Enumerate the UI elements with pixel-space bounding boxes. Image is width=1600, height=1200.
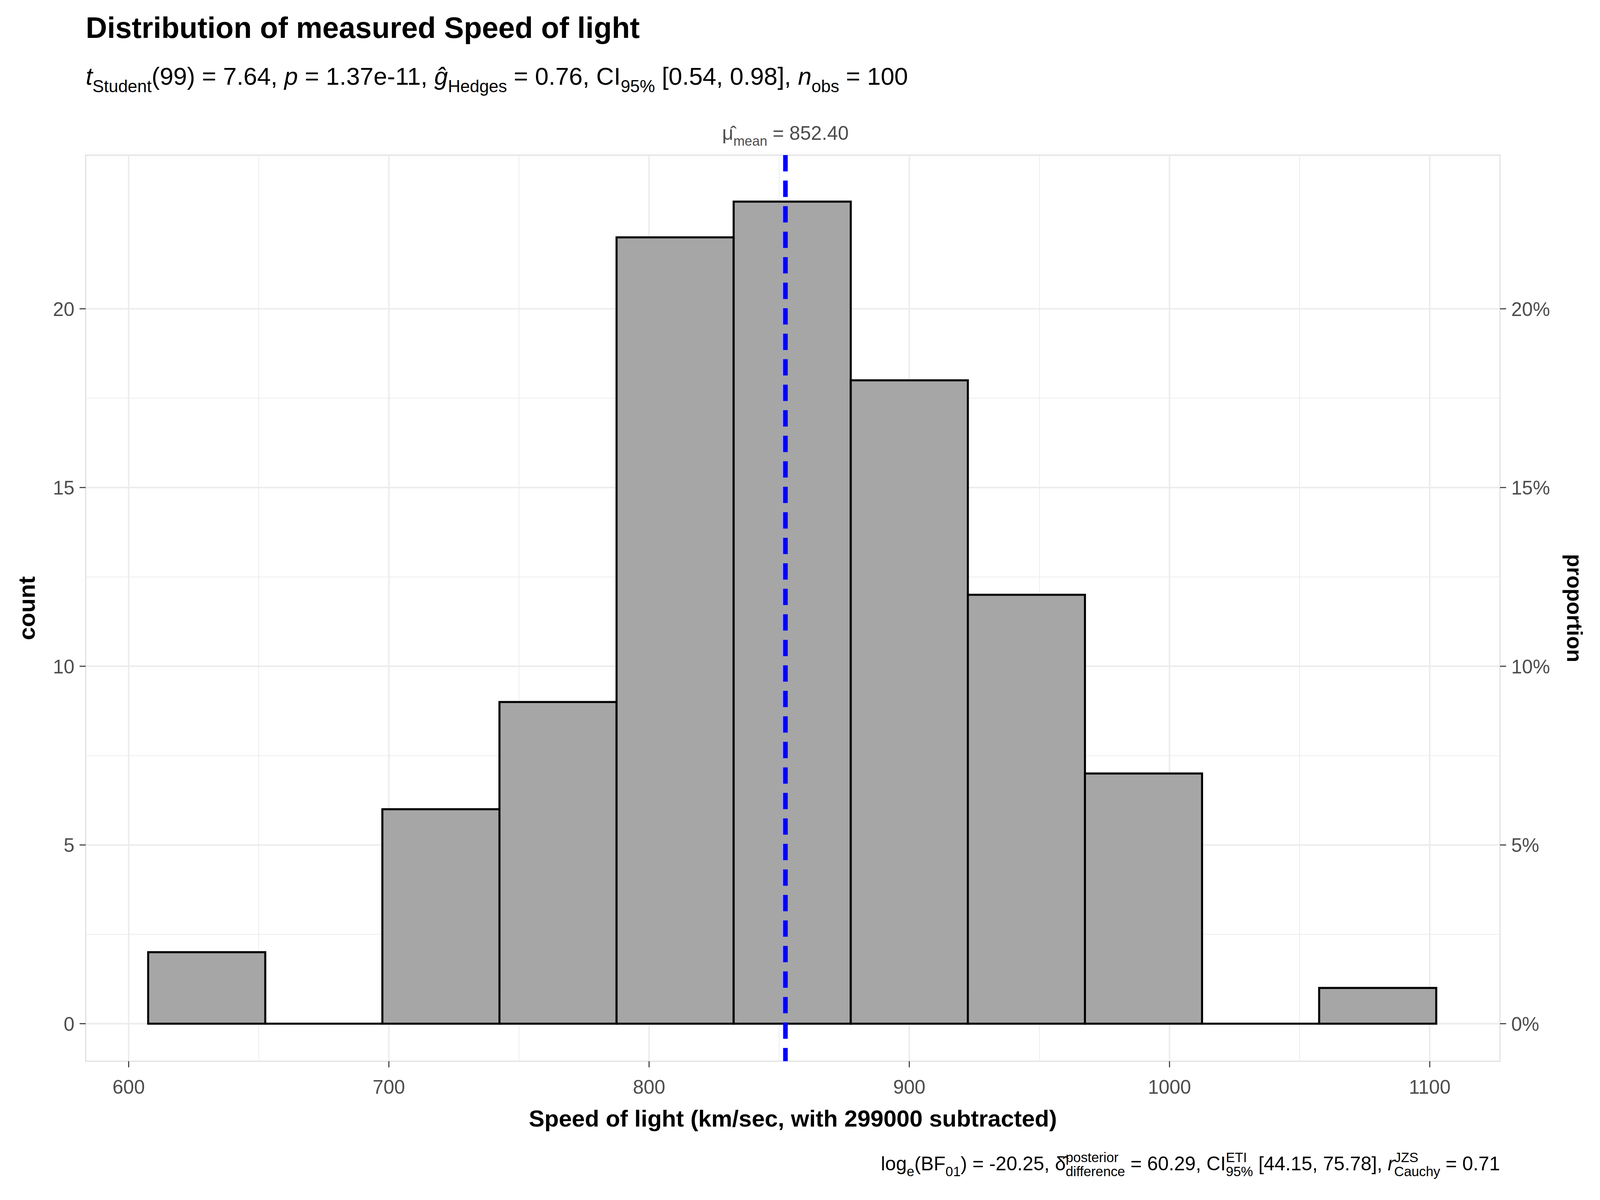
bar (1084, 773, 1202, 1024)
y-tick (79, 844, 86, 846)
y2-axis-title: proportion (1562, 553, 1587, 663)
subtitle-part: p (283, 62, 299, 90)
plot-frame (85, 155, 1500, 1062)
caption-part: 95% (1225, 1164, 1254, 1179)
caption-part: = 60.29, CI (1125, 1152, 1226, 1175)
bar (967, 594, 1086, 1024)
caption-part: ) = -20.25, (960, 1152, 1055, 1175)
bar (733, 201, 851, 1024)
x-tick-label: 1000 (1148, 1076, 1192, 1099)
caption-part: e (906, 1164, 915, 1179)
y-tick (79, 308, 86, 310)
caption: loge(BF01) = -20.25, δ̂posteriordifferen… (880, 1150, 1500, 1179)
caption-part: difference (1065, 1164, 1125, 1179)
mean-line (783, 155, 788, 1062)
bar (1201, 1022, 1320, 1025)
y2-tick-label: 10% (1511, 655, 1550, 678)
x-tick (128, 1061, 130, 1068)
subtitle-part: Hedges (448, 76, 508, 96)
bar (382, 809, 500, 1024)
y2-tick-label: 20% (1511, 298, 1550, 321)
subtitle-part: n (798, 62, 812, 90)
caption-part: Cauchy (1394, 1164, 1441, 1179)
subtitle-part: = 100 (839, 62, 908, 90)
bar (850, 380, 968, 1024)
x-tick-label: 600 (112, 1076, 145, 1099)
y-tick-label: 20 (52, 298, 75, 321)
y2-tick (1500, 844, 1507, 846)
grid-x (128, 155, 130, 1062)
caption-part: = 0.71 (1440, 1152, 1500, 1175)
caption-part: posterior (1065, 1150, 1119, 1165)
subtitle-part: 95% (620, 76, 656, 96)
x-tick (908, 1061, 911, 1068)
subtitle-part: = 0.76, CI (507, 62, 621, 90)
bar (499, 701, 617, 1024)
mean-label-part: = 852.40 (767, 122, 849, 145)
x-tick (648, 1061, 650, 1068)
subtitle-part: (99) = 7.64, (151, 62, 285, 90)
y2-tick-label: 0% (1511, 1013, 1540, 1036)
x-tick (1429, 1061, 1431, 1068)
caption-part: 01 (945, 1164, 961, 1179)
y-tick-label: 15 (52, 476, 75, 499)
grid (85, 155, 1500, 1062)
y-tick (79, 1023, 86, 1025)
title: Distribution of measured Speed of light (85, 10, 640, 45)
grid-x (1428, 155, 1431, 1062)
subtitle: tStudent(99) = 7.64, p = 1.37e-11, ĝHed… (85, 62, 908, 96)
chart: Distribution of measured Speed of light t… (0, 0, 1600, 1200)
y-tick-label: 10 (52, 655, 75, 678)
minor-grid-x (258, 155, 260, 1062)
y2-tick (1500, 1023, 1507, 1025)
x-tick (388, 1061, 390, 1068)
bar (1319, 987, 1437, 1024)
bar (616, 237, 734, 1024)
mean-label-part: mean (733, 133, 768, 149)
subtitle-part: ĝ (434, 62, 449, 90)
caption-part: JZS (1394, 1150, 1419, 1165)
plot-area (148, 155, 1436, 1062)
x-tick-label: 900 (892, 1076, 926, 1099)
bar (265, 1022, 383, 1025)
caption-part: ETI (1225, 1150, 1247, 1165)
minor-grid-x (1299, 155, 1300, 1062)
y2-tick (1500, 665, 1507, 667)
x-tick (1169, 1061, 1171, 1068)
subtitle-part: obs (811, 76, 840, 96)
caption-part: log (880, 1152, 907, 1175)
subtitle-part: = 1.37e-11, (298, 62, 435, 90)
y2-tick (1500, 308, 1507, 310)
caption-part: (BF (914, 1152, 946, 1175)
y2-tick (1500, 487, 1507, 489)
x-tick-label: 700 (372, 1076, 406, 1099)
bar (148, 952, 266, 1024)
y-tick-label: 0 (63, 1013, 75, 1036)
subtitle-part: Student (92, 76, 152, 96)
subtitle-part: [0.54, 0.98], (655, 62, 799, 90)
y-tick-label: 5 (63, 834, 75, 857)
x-axis-title: Speed of light (km/sec, with 299000 subt… (528, 1105, 1058, 1132)
y2-tick-label: 5% (1511, 834, 1540, 857)
x-tick-label: 800 (632, 1076, 666, 1099)
caption-part: [44.15, 75.78], (1253, 1152, 1388, 1175)
y-tick (79, 665, 86, 667)
mean-label: μ̂mean = 852.40 (722, 122, 849, 149)
y-tick (79, 487, 86, 489)
y-axis-title: count (13, 576, 40, 641)
y2-tick-label: 15% (1511, 476, 1550, 499)
x-tick-label: 1100 (1408, 1076, 1451, 1099)
